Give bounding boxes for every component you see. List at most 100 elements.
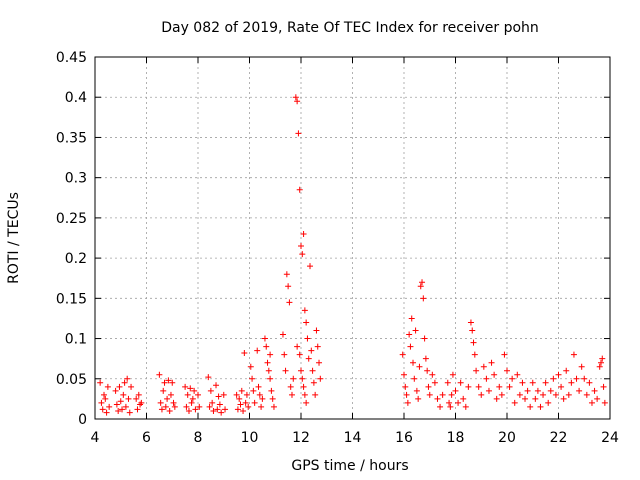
data-point	[307, 263, 314, 270]
data-point	[258, 403, 265, 410]
data-point	[196, 403, 203, 410]
data-point	[192, 406, 199, 413]
data-point	[493, 395, 500, 402]
axis-ticks: 4 6 8 10 12 14 16 18 20 22 24 0 0.05 0.1 0.15 0.2 0.25 0.…	[56, 50, 619, 446]
y-tick-label: 0.3	[65, 171, 87, 187]
data-point	[316, 359, 323, 366]
data-point	[600, 383, 607, 390]
data-point	[578, 363, 585, 370]
y-tick-label: 0.35	[56, 130, 87, 146]
data-point	[157, 399, 164, 406]
data-point	[540, 391, 547, 398]
y-axis-label: ROTI / TECUs	[6, 192, 22, 284]
data-point	[116, 383, 123, 390]
data-point	[545, 399, 552, 406]
data-point	[166, 407, 173, 414]
data-point	[591, 387, 598, 394]
data-point	[478, 391, 485, 398]
data-point	[583, 391, 590, 398]
data-point	[416, 363, 423, 370]
data-point	[448, 391, 455, 398]
data-point	[216, 401, 223, 408]
data-point	[410, 359, 417, 366]
data-point	[263, 343, 270, 350]
data-point	[185, 407, 192, 414]
data-point	[452, 387, 459, 394]
data-point	[506, 383, 513, 390]
y-tick-label: 0.05	[56, 372, 87, 388]
data-point	[312, 391, 319, 398]
data-point	[240, 407, 247, 414]
data-point	[102, 395, 109, 402]
data-point	[138, 399, 145, 406]
x-tick-label: 18	[447, 430, 465, 446]
data-point	[439, 391, 446, 398]
data-point	[404, 399, 411, 406]
data-point	[164, 395, 171, 402]
data-point	[286, 299, 293, 306]
data-point	[247, 363, 254, 370]
data-point	[298, 243, 304, 250]
data-point	[298, 367, 304, 374]
data-point	[475, 383, 482, 390]
data-point	[411, 375, 418, 382]
data-point	[285, 283, 292, 290]
data-point	[547, 387, 554, 394]
data-point	[113, 401, 120, 408]
data-point	[103, 409, 110, 416]
y-tick-label: 0.2	[65, 251, 87, 267]
data-point	[214, 406, 221, 413]
data-point	[210, 407, 217, 414]
data-point	[317, 375, 324, 382]
data-point	[98, 399, 105, 406]
y-tick-label: 0	[78, 412, 87, 428]
data-point	[97, 379, 104, 386]
data-point	[425, 383, 432, 390]
data-point	[156, 371, 163, 378]
data-point	[488, 359, 495, 366]
data-point	[122, 403, 129, 410]
data-point	[160, 387, 167, 394]
data-point	[550, 375, 557, 382]
data-point	[471, 351, 478, 358]
data-point	[251, 399, 258, 406]
data-point	[588, 399, 595, 406]
data-point	[241, 350, 248, 357]
data-point	[282, 367, 289, 374]
data-point	[308, 347, 315, 354]
data-point	[402, 383, 409, 390]
data-point	[309, 367, 316, 374]
data-point	[529, 379, 536, 386]
data-point	[300, 383, 307, 390]
data-point	[222, 406, 229, 413]
data-point	[314, 343, 321, 350]
data-point	[294, 98, 301, 105]
data-point	[117, 398, 124, 405]
y-tick-label: 0.1	[65, 332, 87, 348]
data-point	[269, 395, 276, 402]
data-point	[399, 351, 406, 358]
data-point	[191, 387, 198, 394]
data-point	[542, 379, 549, 386]
data-point	[183, 403, 190, 410]
data-point	[112, 387, 119, 394]
data-point	[165, 377, 172, 384]
data-point	[281, 351, 288, 358]
data-point	[213, 382, 220, 389]
data-point	[555, 371, 562, 378]
data-point	[586, 379, 593, 386]
data-point	[457, 379, 464, 386]
data-point	[519, 379, 526, 386]
data-point	[498, 391, 505, 398]
data-point	[480, 363, 487, 370]
data-point	[473, 367, 480, 374]
data-point	[254, 347, 261, 354]
data-point	[279, 331, 286, 338]
data-point	[182, 383, 189, 390]
data-point	[170, 399, 177, 406]
data-point	[303, 319, 310, 326]
data-point	[407, 343, 414, 350]
x-tick-label: 22	[550, 430, 568, 446]
data-point	[264, 359, 271, 366]
